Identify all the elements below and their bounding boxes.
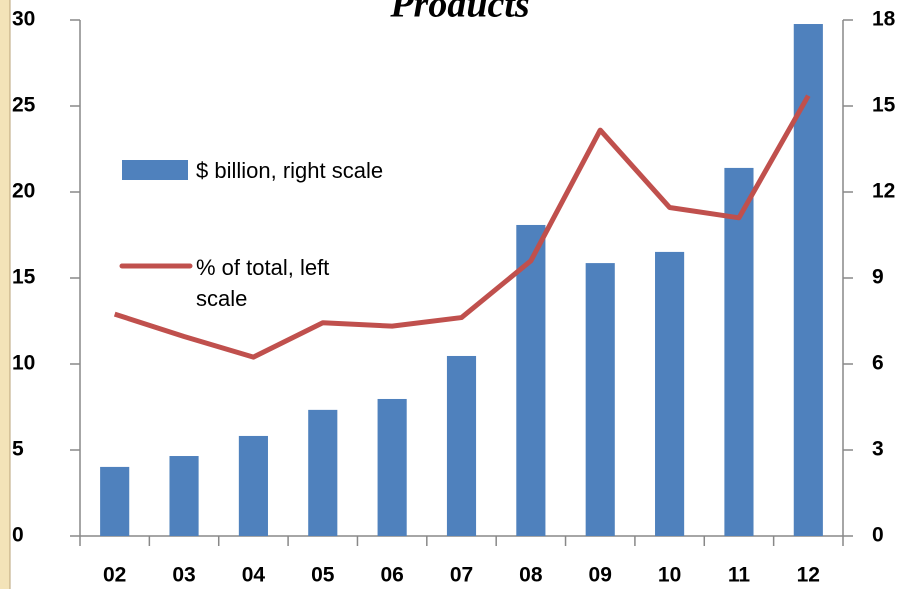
bar: [308, 409, 338, 536]
legend-label: % of total, left scale: [196, 255, 330, 311]
y-tick-label: 20: [12, 180, 35, 203]
x-tick-label: 08: [519, 564, 543, 587]
y2-tick-label: 3: [872, 438, 884, 461]
y-tick-label: 15: [12, 266, 36, 289]
y-tick-label: 10: [12, 352, 35, 375]
x-tick-label: 09: [589, 564, 612, 587]
x-tick-label: 10: [658, 564, 681, 587]
bar: [100, 466, 130, 536]
y2-tick-label: 15: [872, 94, 896, 117]
y2-tick-label: 6: [872, 352, 884, 375]
y2-tick-label: 18: [872, 8, 896, 31]
y2-tick-label: 9: [872, 266, 884, 289]
bar: [585, 263, 615, 536]
x-tick-label: 07: [450, 564, 473, 587]
bar: [516, 224, 546, 536]
x-tick-label: 06: [380, 564, 403, 587]
bar: [655, 251, 685, 536]
x-tick-label: 05: [311, 564, 335, 587]
legend-key: [122, 160, 188, 180]
x-tick-label: 04: [242, 564, 266, 587]
x-tick-label: 11: [728, 564, 751, 587]
bar: [446, 355, 477, 536]
y-tick-label: 30: [12, 8, 35, 31]
legend-label: $ billion, right scale: [196, 158, 384, 183]
bar: [724, 167, 754, 537]
side-strip: [0, 0, 10, 589]
chart-title: Products: [389, 0, 529, 26]
bar: [238, 435, 268, 536]
line: [113, 94, 811, 360]
x-tick-label: 03: [172, 564, 195, 587]
y-tick-label: 5: [12, 438, 24, 461]
bar: [169, 456, 199, 536]
y2-tick-label: 12: [872, 180, 895, 203]
y-tick-label: 25: [12, 94, 36, 117]
bar: [793, 24, 823, 536]
x-tick-label: 12: [797, 564, 820, 587]
x-tick-label: 02: [103, 564, 126, 587]
bar: [377, 398, 407, 536]
y-tick-label: 0: [12, 524, 24, 547]
y2-tick-label: 0: [872, 524, 884, 547]
